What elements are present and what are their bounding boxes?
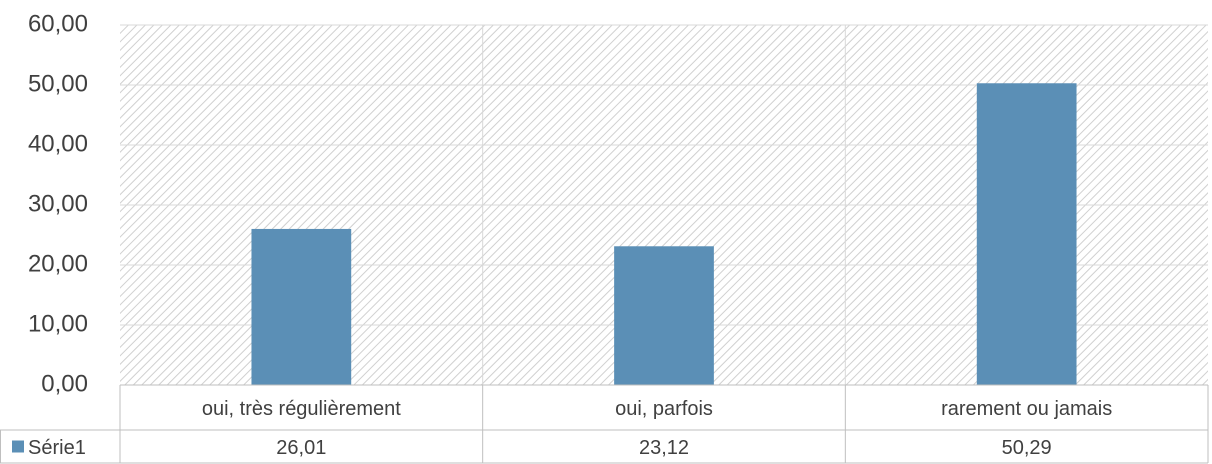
data-table-value: 50,29 [1002,437,1052,459]
legend-label: Série1 [28,437,86,459]
bar [251,228,352,385]
data-table-value: 26,01 [276,437,326,459]
x-tick-label: rarement ou jamais [941,398,1112,420]
data-table-value: 23,12 [639,437,689,459]
x-tick-label: oui, très régulièrement [202,398,401,420]
y-tick-label: 0,00 [41,370,88,397]
y-tick-label: 60,00 [28,10,88,37]
y-tick-label: 20,00 [28,250,88,277]
y-tick-label: 50,00 [28,70,88,97]
y-tick-label: 40,00 [28,130,88,157]
y-tick-label: 30,00 [28,190,88,217]
x-tick-label: oui, parfois [615,398,713,420]
y-tick-label: 10,00 [28,310,88,337]
bar [614,246,714,385]
legend-swatch [12,440,24,453]
bar [976,83,1077,385]
